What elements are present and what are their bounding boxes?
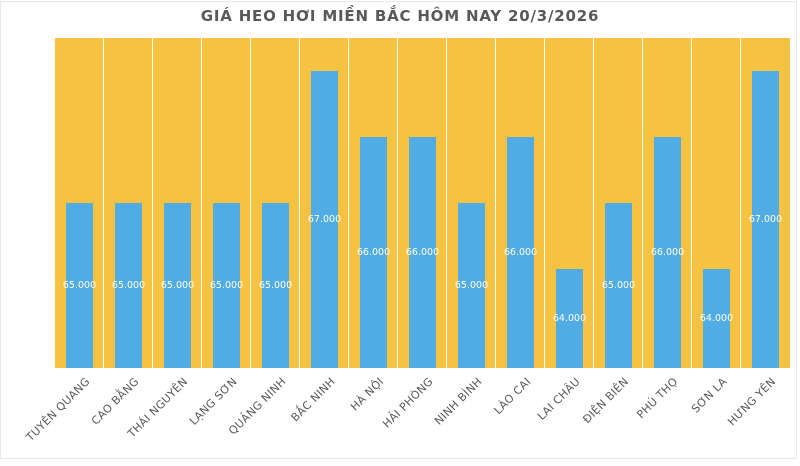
- category-band: 67.000: [300, 38, 349, 368]
- category-band: 66.000: [349, 38, 398, 368]
- chart-title: GIÁ HEO HƠI MIỀN BẮC HÔM NAY 20/3/2026: [200, 7, 600, 25]
- bar: 66.000: [356, 137, 391, 368]
- category-band: 65.000: [55, 38, 104, 368]
- bar-value-label: 65.000: [601, 280, 636, 291]
- bar: 65.000: [601, 203, 636, 368]
- category-band: 66.000: [643, 38, 692, 368]
- bar: 65.000: [160, 203, 195, 368]
- category-band: 67.000: [741, 38, 790, 368]
- bar-value-label: 66.000: [405, 247, 440, 258]
- bar-value-label: 64.000: [699, 313, 734, 324]
- category-band: 65.000: [251, 38, 300, 368]
- bar-value-label: 67.000: [307, 214, 342, 225]
- bar: 65.000: [62, 203, 97, 368]
- bar-value-label: 66.000: [356, 247, 391, 258]
- bar: 65.000: [209, 203, 244, 368]
- category-band: 64.000: [545, 38, 594, 368]
- category-band: 65.000: [104, 38, 153, 368]
- bar-value-label: 66.000: [503, 247, 538, 258]
- bar: 65.000: [111, 203, 146, 368]
- bar: 66.000: [503, 137, 538, 368]
- bar-value-label: 66.000: [650, 247, 685, 258]
- bar-value-label: 64.000: [552, 313, 587, 324]
- bar: 67.000: [307, 71, 342, 368]
- plot-area: 65.000 65.000 65.000 65.000 65.000 67.000 66.0…: [55, 38, 790, 368]
- bar: 66.000: [650, 137, 685, 368]
- category-band: 64.000: [692, 38, 741, 368]
- bar: 65.000: [454, 203, 489, 368]
- bar: 66.000: [405, 137, 440, 368]
- category-band: 65.000: [153, 38, 202, 368]
- bar-value-label: 65.000: [454, 280, 489, 291]
- bar-value-label: 65.000: [111, 280, 146, 291]
- bar: 64.000: [699, 269, 734, 368]
- category-band: 66.000: [398, 38, 447, 368]
- bar: 64.000: [552, 269, 587, 368]
- bar: 67.000: [748, 71, 783, 368]
- category-band: 65.000: [447, 38, 496, 368]
- category-band: 66.000: [496, 38, 545, 368]
- category-band: 65.000: [594, 38, 643, 368]
- bar-value-label: 65.000: [160, 280, 195, 291]
- bar-value-label: 67.000: [748, 214, 783, 225]
- bar-value-label: 65.000: [62, 280, 97, 291]
- bar: 65.000: [258, 203, 293, 368]
- category-band: 65.000: [202, 38, 251, 368]
- bar-value-label: 65.000: [258, 280, 293, 291]
- bar-value-label: 65.000: [209, 280, 244, 291]
